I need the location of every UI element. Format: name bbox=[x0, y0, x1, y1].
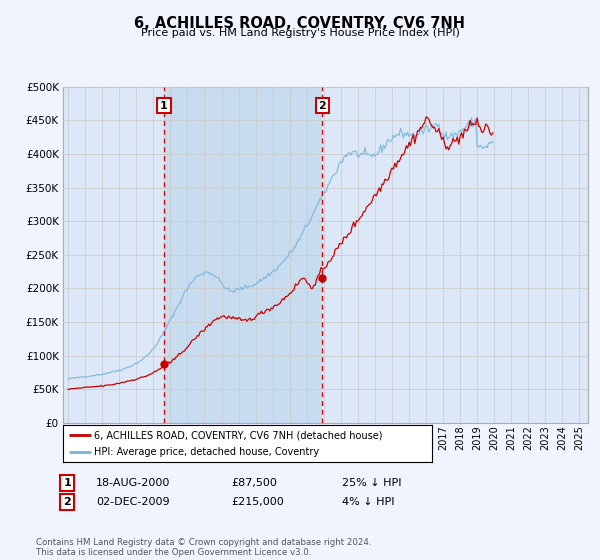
Text: 4% ↓ HPI: 4% ↓ HPI bbox=[342, 497, 395, 507]
Text: £87,500: £87,500 bbox=[231, 478, 277, 488]
Text: 2: 2 bbox=[64, 497, 71, 507]
Text: £215,000: £215,000 bbox=[231, 497, 284, 507]
Text: Contains HM Land Registry data © Crown copyright and database right 2024.
This d: Contains HM Land Registry data © Crown c… bbox=[36, 538, 371, 557]
Text: 1: 1 bbox=[64, 478, 71, 488]
Text: 6, ACHILLES ROAD, COVENTRY, CV6 7NH (detached house): 6, ACHILLES ROAD, COVENTRY, CV6 7NH (det… bbox=[94, 430, 383, 440]
Text: 25% ↓ HPI: 25% ↓ HPI bbox=[342, 478, 401, 488]
Text: 2: 2 bbox=[319, 101, 326, 111]
Text: 18-AUG-2000: 18-AUG-2000 bbox=[96, 478, 170, 488]
Text: Price paid vs. HM Land Registry's House Price Index (HPI): Price paid vs. HM Land Registry's House … bbox=[140, 28, 460, 38]
Text: HPI: Average price, detached house, Coventry: HPI: Average price, detached house, Cove… bbox=[94, 447, 319, 457]
Bar bbox=[164, 87, 322, 423]
Text: 1: 1 bbox=[160, 101, 168, 111]
Text: 02-DEC-2009: 02-DEC-2009 bbox=[96, 497, 170, 507]
Text: 6, ACHILLES ROAD, COVENTRY, CV6 7NH: 6, ACHILLES ROAD, COVENTRY, CV6 7NH bbox=[134, 16, 466, 31]
